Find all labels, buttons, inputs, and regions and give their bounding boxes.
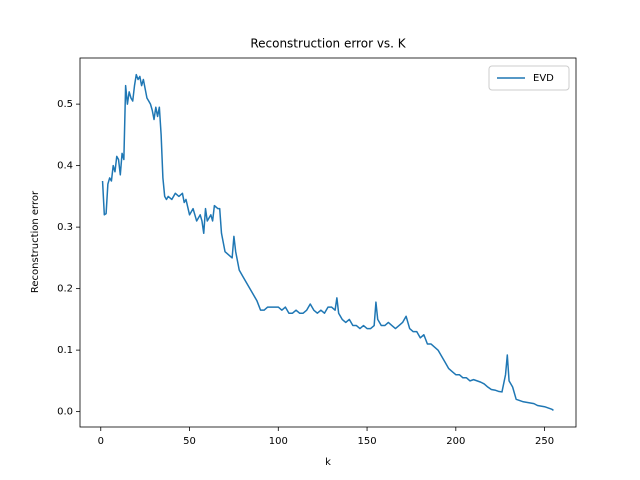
x-tick-label: 200 xyxy=(446,436,465,447)
x-tick-label: 0 xyxy=(98,436,104,447)
y-axis-label: Reconstruction error xyxy=(30,190,41,293)
y-tick-label: 0.0 xyxy=(57,407,73,418)
y-tick-label: 0.5 xyxy=(57,99,73,110)
x-tick-label: 100 xyxy=(269,436,288,447)
y-tick-label: 0.2 xyxy=(57,284,73,295)
legend-label: EVD xyxy=(533,73,554,84)
y-tick-label: 0.3 xyxy=(57,222,73,233)
y-tick-label: 0.1 xyxy=(57,345,73,356)
legend-box xyxy=(488,65,570,91)
x-tick-label: 250 xyxy=(535,436,554,447)
x-tick-label: 50 xyxy=(183,436,196,447)
x-axis-label: k xyxy=(325,457,331,468)
x-tick-label: 150 xyxy=(358,436,377,447)
plot-frame xyxy=(79,57,577,428)
line xyxy=(101,73,554,412)
y-tick-label: 0.4 xyxy=(57,161,73,172)
chart-title: Reconstruction error vs. K xyxy=(250,37,406,51)
